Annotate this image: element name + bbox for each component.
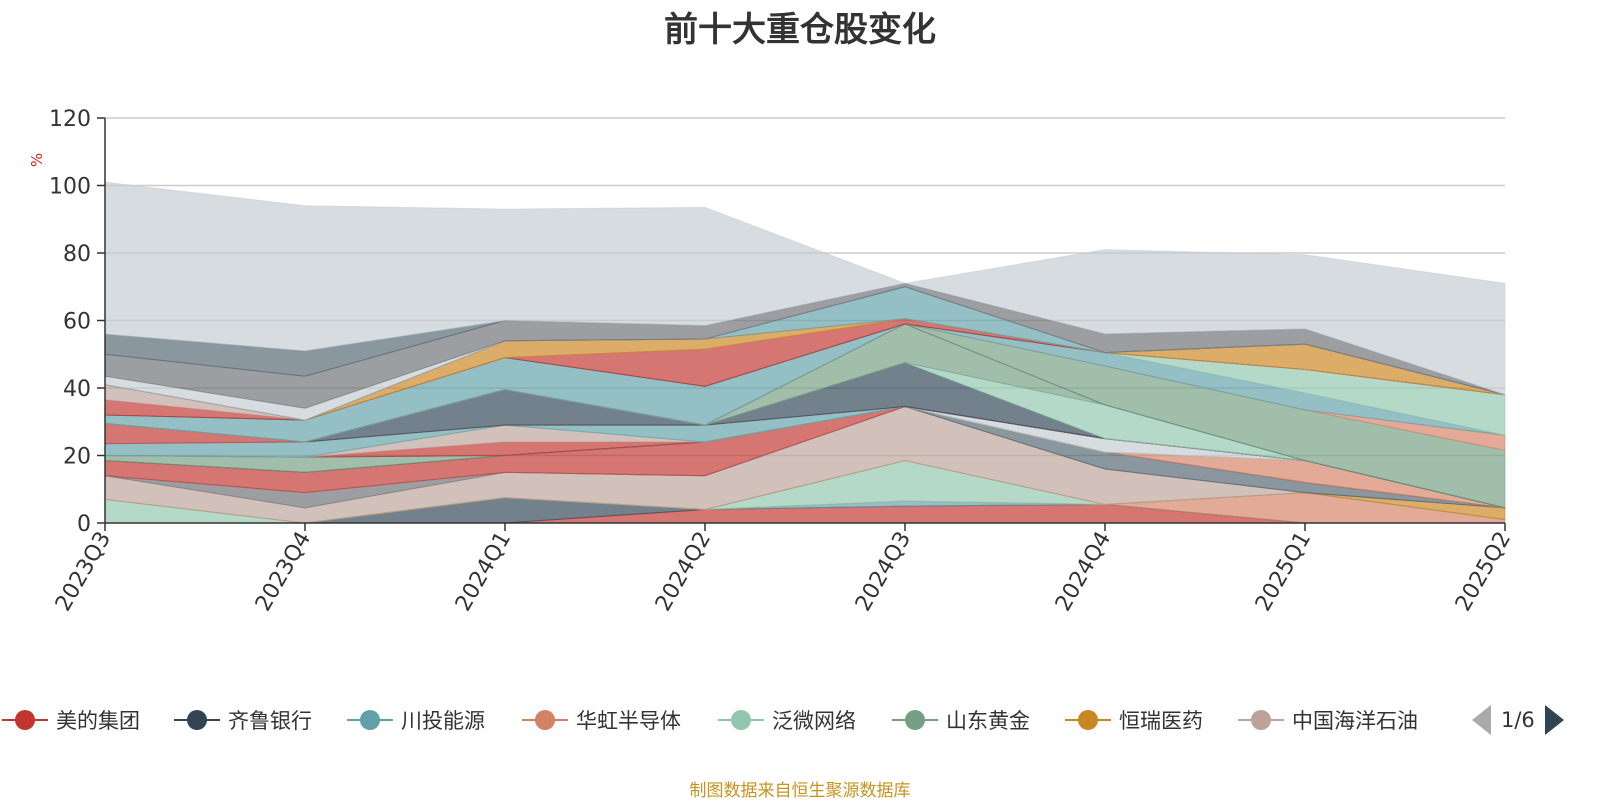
legend-item[interactable]: 恒瑞医药	[1063, 700, 1203, 740]
legend-marker-icon	[2, 710, 48, 730]
legend-label: 山东黄金	[946, 709, 1030, 733]
triangle-right-icon[interactable]	[1544, 705, 1564, 735]
y-tick-label: 0	[77, 512, 91, 537]
legend-marker-icon	[1065, 710, 1111, 730]
area-series	[104, 181, 1506, 396]
x-tick-label: 2024Q1	[451, 528, 516, 616]
legend-item[interactable]: 华虹半导体	[520, 700, 681, 740]
x-tick-label: 2023Q4	[251, 528, 316, 616]
x-tick-label: 2025Q2	[1451, 528, 1516, 616]
area-series-layer	[104, 181, 1506, 524]
legend-label: 齐鲁银行	[228, 709, 312, 733]
legend-pager: 1/6	[1472, 700, 1564, 740]
x-tick-label: 2024Q3	[851, 528, 916, 616]
stacked-area-chart: 0 20 40 60 80 100 120% 2023Q3 2023Q4 2024Q1 2024Q2…	[28, 107, 1516, 616]
source-note: 制图数据来自恒生聚源数据库	[689, 781, 911, 801]
legend-page-indicator: 1/6	[1501, 708, 1535, 732]
legend-marker-icon	[522, 710, 568, 730]
y-tick-label: 120	[49, 107, 91, 132]
legend-item[interactable]: 美的集团	[0, 700, 140, 740]
legend-item[interactable]: 中国海洋石油	[1236, 700, 1418, 740]
legend-label: 川投能源	[401, 709, 485, 733]
legend-marker-icon	[174, 710, 220, 730]
x-tick-label: 2024Q4	[1051, 528, 1116, 616]
legend-marker-icon	[1238, 710, 1284, 730]
legend-marker-icon	[892, 710, 938, 730]
legend: 美的集团 齐鲁银行 川投能源 华虹半导体 泛微网络 山东黄金 恒瑞医药 中国海洋石油 1/6	[0, 700, 1600, 740]
triangle-left-icon[interactable]	[1472, 705, 1491, 735]
legend-label: 华虹半导体	[576, 709, 681, 733]
y-tick-label: 20	[63, 445, 91, 470]
legend-label: 泛微网络	[772, 709, 856, 733]
legend-marker-icon	[718, 710, 764, 730]
chart-title: 前十大重仓股变化	[664, 10, 936, 50]
y-axis-unit-label: %	[28, 153, 46, 167]
x-tick-label: 2025Q1	[1251, 528, 1316, 616]
y-tick-label: 100	[49, 175, 91, 200]
legend-label: 美的集团	[56, 709, 140, 733]
y-tick-label: 40	[63, 377, 91, 402]
legend-marker-icon	[347, 710, 393, 730]
y-tick-label: 80	[63, 242, 91, 267]
legend-label: 中国海洋石油	[1292, 709, 1418, 733]
x-tick-label: 2023Q3	[51, 528, 116, 616]
legend-item[interactable]: 川投能源	[345, 700, 485, 740]
y-tick-label: 60	[63, 310, 91, 335]
legend-item[interactable]: 齐鲁银行	[172, 700, 312, 740]
legend-item[interactable]: 山东黄金	[890, 700, 1030, 740]
x-tick-label: 2024Q2	[651, 528, 716, 616]
legend-label: 恒瑞医药	[1119, 709, 1203, 733]
legend-item[interactable]: 泛微网络	[716, 700, 856, 740]
